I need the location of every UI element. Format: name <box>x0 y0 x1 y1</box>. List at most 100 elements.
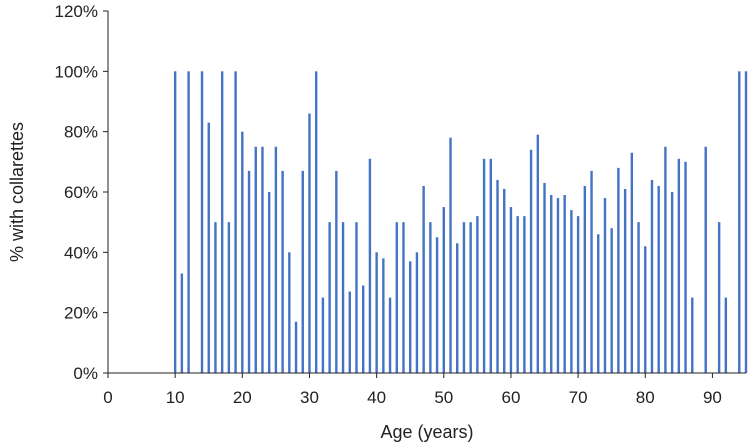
bar-age-37 <box>355 222 358 373</box>
x-tick-label: 50 <box>434 388 453 407</box>
bar-age-86 <box>684 161 687 373</box>
bar-age-26 <box>281 170 284 373</box>
bar-age-39 <box>368 158 372 373</box>
bar-age-20 <box>241 131 244 373</box>
bar-age-89 <box>704 146 707 373</box>
bar-age-35 <box>341 222 345 373</box>
bar-age-56 <box>482 158 486 373</box>
bar-age-15 <box>207 122 210 374</box>
bar-age-44 <box>402 222 405 373</box>
y-tick-label: 0% <box>73 364 98 383</box>
bar-age-41 <box>382 258 385 373</box>
bar-age-85 <box>677 158 681 373</box>
x-axis-ticks: 0 10 20 30 40 50 60 70 80 90 <box>103 373 722 407</box>
bar-age-87 <box>691 297 694 373</box>
bar-age-94 <box>738 71 741 373</box>
y-tick-label: 120% <box>55 2 98 21</box>
bar-age-23 <box>261 146 264 373</box>
bar-age-71 <box>583 185 587 373</box>
bar-age-72 <box>590 170 593 373</box>
bar-age-29 <box>301 170 304 373</box>
bar-age-30 <box>308 113 311 373</box>
x-tick-label: 80 <box>636 388 655 407</box>
bar-age-36 <box>348 291 351 373</box>
x-tick-label: 70 <box>569 388 588 407</box>
x-axis-title: Age (years) <box>380 422 473 442</box>
y-tick-label: 40% <box>64 243 98 262</box>
bar-age-62 <box>523 216 526 373</box>
bar-age-66 <box>550 195 553 373</box>
bar-age-21 <box>247 170 251 373</box>
bar-age-52 <box>456 243 459 373</box>
bar-age-22 <box>254 146 257 373</box>
bar-age-45 <box>409 261 412 373</box>
bar-age-10 <box>173 71 177 373</box>
bar-age-49 <box>435 237 439 373</box>
y-tick-label: 100% <box>55 62 98 81</box>
y-tick-label: 20% <box>64 304 98 323</box>
bar-age-73 <box>597 234 600 373</box>
y-axis-title: % with collarettes <box>7 122 27 262</box>
bar-age-24 <box>267 192 271 373</box>
bar-age-14 <box>200 71 204 373</box>
bar-age-19 <box>234 71 237 373</box>
bar-age-33 <box>328 222 331 373</box>
bar-age-46 <box>415 252 419 373</box>
x-tick-label: 30 <box>300 388 319 407</box>
bar-age-31 <box>314 71 318 373</box>
bar-age-40 <box>375 252 378 373</box>
bar-age-60 <box>509 207 513 373</box>
bar-age-54 <box>469 222 472 373</box>
x-tick-label: 60 <box>501 388 520 407</box>
bars <box>173 71 748 374</box>
bar-age-76 <box>617 167 620 373</box>
bar-age-17 <box>220 71 224 373</box>
bar-age-38 <box>362 285 365 373</box>
bar-age-65 <box>543 182 546 373</box>
bar-age-67 <box>556 198 560 373</box>
bar-age-92 <box>724 297 728 373</box>
x-tick-label: 0 <box>103 388 112 407</box>
bar-age-77 <box>623 188 627 373</box>
x-tick-label: 90 <box>703 388 722 407</box>
y-tick-label: 80% <box>64 123 98 142</box>
bar-age-51 <box>449 137 452 373</box>
x-tick-label: 40 <box>367 388 386 407</box>
bar-age-75 <box>610 228 613 373</box>
bar-age-57 <box>489 158 492 373</box>
y-axis-ticks: 0% 20% 40% 60% 80% 100% 120% <box>55 2 108 383</box>
bar-age-47 <box>422 185 425 373</box>
bar-age-28 <box>294 321 298 373</box>
x-tick-label: 10 <box>166 388 185 407</box>
bar-age-82 <box>657 185 660 373</box>
bar-age-59 <box>503 188 506 373</box>
bar-age-70 <box>576 216 580 373</box>
bar-age-18 <box>227 222 231 373</box>
bar-age-55 <box>476 216 479 373</box>
bar-age-95 <box>744 71 748 373</box>
bar-age-83 <box>664 146 667 373</box>
y-tick-label: 60% <box>64 183 98 202</box>
bar-age-25 <box>274 146 278 373</box>
bar-age-48 <box>429 222 432 373</box>
bar-age-53 <box>462 222 466 373</box>
bar-age-42 <box>388 297 392 373</box>
bar-age-50 <box>442 207 445 373</box>
bar-age-27 <box>288 252 291 373</box>
bar-age-74 <box>603 198 607 373</box>
bar-age-69 <box>570 210 573 373</box>
bar-age-64 <box>536 134 540 373</box>
bar-age-32 <box>321 297 325 373</box>
bar-age-58 <box>496 179 499 373</box>
bar-age-63 <box>529 149 533 373</box>
bar-age-81 <box>650 179 654 373</box>
bar-age-84 <box>670 192 674 373</box>
bar-age-12 <box>187 71 190 373</box>
bar-age-79 <box>637 222 640 373</box>
bar-age-61 <box>516 216 519 373</box>
bar-age-11 <box>180 273 184 373</box>
x-tick-label: 20 <box>233 388 252 407</box>
bar-age-34 <box>335 170 338 373</box>
bar-age-78 <box>630 152 634 373</box>
